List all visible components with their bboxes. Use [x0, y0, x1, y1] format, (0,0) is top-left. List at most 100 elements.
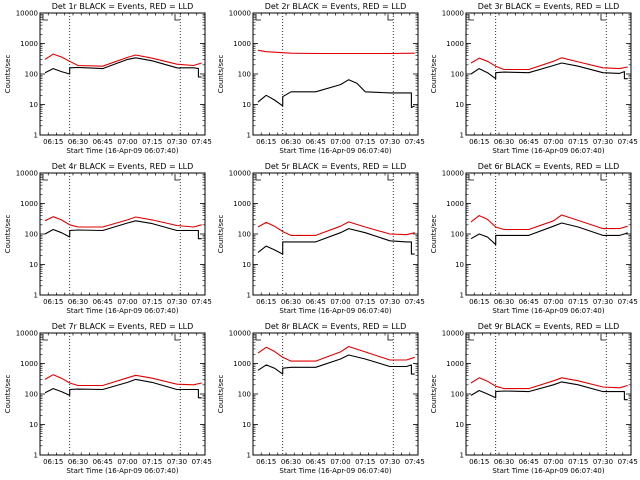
y-axis-label: Counts/sec	[217, 55, 225, 94]
x-tick-label: 07:15	[355, 298, 375, 306]
x-tick-label: 07:30	[167, 298, 187, 306]
series-line-events	[470, 62, 628, 80]
x-tick-label: 07:45	[405, 298, 425, 306]
x-tick-label: 06:45	[519, 138, 539, 146]
detector-panel-4: Det 4r BLACK = Events, RED = LLD 1 10 100 10…	[0, 160, 213, 320]
chart-title: Det 4r BLACK = Events, RED = LLD	[52, 162, 194, 171]
y-tick-label: 10000	[442, 10, 464, 18]
x-tick-label: 07:15	[142, 298, 162, 306]
series-line-events	[44, 57, 202, 78]
x-tick-label: 07:00	[330, 298, 350, 306]
y-tick-label: 10	[29, 261, 38, 269]
x-tick-label: 06:45	[306, 298, 326, 306]
chart-title: Det 7r BLACK = Events, RED = LLD	[52, 322, 194, 331]
y-axis-label: Counts/sec	[217, 215, 225, 254]
detector-chart-9: Det 9r BLACK = Events, RED = LLD 1 10 100 10…	[430, 322, 638, 475]
series-line-events	[470, 222, 628, 246]
y-tick-label: 10	[242, 421, 251, 429]
x-tick-label: 06:30	[494, 458, 514, 466]
y-tick-label: 1000	[20, 40, 38, 48]
detector-chart-1: Det 1r BLACK = Events, RED = LLD 1 10 100 10…	[4, 2, 212, 155]
series-line-lld	[257, 221, 415, 236]
corner-bracket-1	[255, 334, 261, 341]
x-axis-label: Start Time (16-Apr-09 06:07:40)	[492, 307, 604, 315]
y-tick-label: 100	[25, 231, 38, 239]
y-tick-label: 10	[29, 421, 38, 429]
x-tick-label: 06:45	[93, 298, 113, 306]
y-tick-label: 100	[25, 71, 38, 79]
x-tick-label: 06:30	[494, 138, 514, 146]
x-tick-label: 06:30	[68, 458, 88, 466]
y-tick-label: 100	[238, 71, 251, 79]
corner-bracket-2	[387, 334, 393, 341]
x-axis-label: Start Time (16-Apr-09 06:07:40)	[66, 307, 178, 315]
corner-bracket-1	[42, 334, 48, 341]
y-axis-label: Counts/sec	[430, 55, 438, 94]
detector-chart-4: Det 4r BLACK = Events, RED = LLD 1 10 100 10…	[4, 162, 212, 315]
x-tick-label: 07:30	[380, 138, 400, 146]
x-tick-label: 06:45	[306, 458, 326, 466]
detector-panel-3: Det 3r BLACK = Events, RED = LLD 1 10 100 10…	[426, 0, 639, 160]
detector-panel-1: Det 1r BLACK = Events, RED = LLD 1 10 100 10…	[0, 0, 213, 160]
y-tick-label: 1000	[233, 360, 251, 368]
y-tick-label: 10000	[442, 330, 464, 338]
corner-bracket-2	[600, 14, 606, 21]
x-tick-label: 06:15	[43, 458, 63, 466]
x-tick-label: 07:15	[142, 138, 162, 146]
x-tick-label: 07:00	[117, 458, 137, 466]
corner-bracket-2	[600, 334, 606, 341]
series-line-lld	[470, 377, 628, 390]
x-tick-label: 07:30	[167, 458, 187, 466]
y-tick-label: 100	[238, 231, 251, 239]
detector-chart-3: Det 3r BLACK = Events, RED = LLD 1 10 100 10…	[430, 2, 638, 155]
y-tick-label: 1000	[446, 200, 464, 208]
x-tick-label: 07:45	[405, 138, 425, 146]
corner-bracket-2	[600, 174, 606, 181]
x-axis-label: Start Time (16-Apr-09 06:07:40)	[492, 467, 604, 475]
detector-chart-5: Det 5r BLACK = Events, RED = LLD 1 10 100 10…	[217, 162, 425, 315]
y-tick-label: 10000	[229, 10, 251, 18]
x-tick-label: 06:15	[256, 138, 276, 146]
y-tick-label: 10000	[229, 330, 251, 338]
x-tick-label: 06:30	[68, 298, 88, 306]
x-tick-label: 06:15	[256, 458, 276, 466]
detector-chart-7: Det 7r BLACK = Events, RED = LLD 1 10 100 10…	[4, 322, 212, 475]
x-axis-label: Start Time (16-Apr-09 06:07:40)	[279, 147, 391, 155]
x-tick-label: 07:00	[543, 138, 563, 146]
y-tick-label: 1000	[20, 360, 38, 368]
x-tick-label: 06:15	[469, 138, 489, 146]
y-tick-label: 100	[451, 391, 464, 399]
x-tick-label: 06:30	[68, 138, 88, 146]
corner-bracket-1	[42, 174, 48, 181]
x-tick-label: 06:45	[93, 138, 113, 146]
x-tick-label: 06:45	[519, 458, 539, 466]
x-tick-label: 06:45	[93, 458, 113, 466]
series-line-lld	[44, 216, 202, 228]
x-tick-label: 07:30	[380, 458, 400, 466]
x-tick-label: 07:15	[568, 138, 588, 146]
x-tick-label: 06:30	[281, 138, 301, 146]
x-tick-label: 07:45	[618, 458, 638, 466]
x-tick-label: 07:45	[405, 458, 425, 466]
chart-title: Det 2r BLACK = Events, RED = LLD	[265, 2, 407, 11]
y-tick-label: 10	[455, 261, 464, 269]
y-tick-label: 100	[451, 231, 464, 239]
y-axis-label: Counts/sec	[4, 55, 12, 94]
y-tick-label: 1	[247, 452, 251, 460]
y-tick-label: 10000	[16, 10, 38, 18]
detector-chart-6: Det 6r BLACK = Events, RED = LLD 1 10 100 10…	[430, 162, 638, 315]
series-line-events	[44, 378, 202, 399]
y-tick-label: 1000	[233, 40, 251, 48]
x-tick-label: 06:30	[281, 298, 301, 306]
x-tick-label: 07:00	[543, 458, 563, 466]
x-tick-label: 06:45	[306, 138, 326, 146]
y-tick-label: 1	[460, 292, 464, 300]
x-tick-label: 07:00	[117, 138, 137, 146]
x-tick-label: 06:15	[43, 138, 63, 146]
x-tick-label: 07:30	[380, 298, 400, 306]
series-line-events	[257, 79, 415, 109]
series-line-events	[257, 354, 415, 375]
y-tick-label: 1000	[446, 360, 464, 368]
y-axis-label: Counts/sec	[4, 375, 12, 414]
